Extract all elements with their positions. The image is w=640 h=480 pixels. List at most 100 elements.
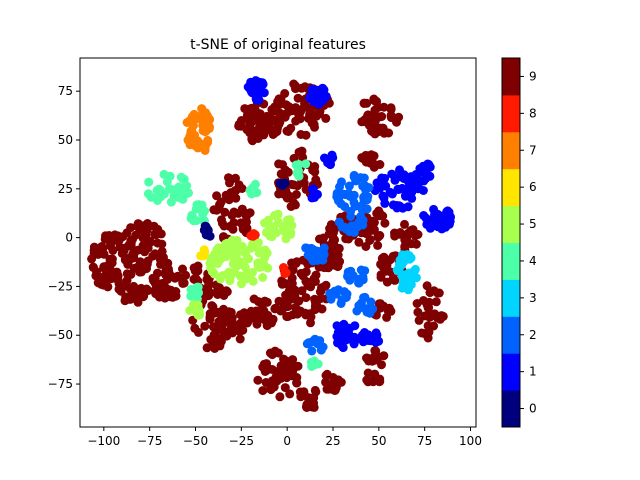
point-class-9 [192, 265, 202, 275]
point-class-9 [282, 188, 292, 198]
point-class-9 [242, 223, 252, 233]
chart-title: t-SNE of original features [190, 37, 366, 53]
point-class-9 [125, 254, 135, 264]
point-class-5 [281, 234, 291, 244]
point-class-9 [268, 315, 278, 325]
point-class-5 [232, 246, 242, 256]
point-class-9 [361, 242, 371, 251]
point-class-9 [262, 297, 272, 307]
colorbar-segment-5 [502, 205, 520, 243]
point-class-2 [356, 265, 366, 275]
point-class-9 [371, 346, 381, 356]
point-class-9 [142, 259, 152, 269]
y-tick-label: 50 [58, 133, 73, 147]
point-class-7 [185, 132, 195, 142]
point-class-9 [424, 309, 434, 319]
point-class-2 [337, 222, 347, 232]
point-class-9 [128, 235, 137, 244]
point-class-9 [194, 327, 203, 337]
point-class-4 [143, 189, 153, 199]
point-class-4 [144, 177, 154, 187]
point-class-9 [374, 206, 384, 216]
colorbar-segment-7 [502, 131, 520, 170]
point-class-9 [253, 375, 263, 385]
point-class-2 [349, 190, 359, 200]
point-class-5 [232, 256, 242, 266]
cluster-class-9 [116, 281, 153, 307]
point-class-9 [229, 321, 239, 331]
cluster-class-2 [302, 334, 328, 356]
point-class-1 [309, 188, 319, 198]
cluster-class-7 [182, 104, 215, 155]
point-class-5 [264, 225, 274, 235]
point-class-2 [319, 243, 329, 253]
cluster-class-3 [392, 250, 421, 295]
point-class-5 [252, 239, 262, 249]
point-class-1 [425, 223, 435, 233]
point-class-9 [406, 226, 416, 235]
point-class-9 [394, 112, 404, 122]
point-class-9 [250, 104, 260, 114]
point-class-9 [431, 297, 441, 307]
point-class-4 [307, 362, 317, 371]
y-tick-label: −25 [48, 279, 73, 293]
point-class-9 [265, 114, 275, 124]
point-class-9 [434, 288, 444, 298]
colorbar-tick-label: 8 [529, 106, 537, 120]
point-class-2 [356, 212, 366, 221]
point-class-4 [186, 291, 196, 301]
cluster-class-1 [419, 204, 455, 234]
cluster-class-0 [275, 178, 290, 190]
point-class-5 [278, 221, 288, 231]
point-class-9 [161, 266, 171, 276]
point-class-1 [418, 186, 428, 195]
point-class-5 [235, 271, 245, 281]
point-class-2 [308, 256, 318, 266]
cluster-class-2 [301, 243, 329, 266]
cluster-class-0 [199, 221, 215, 241]
point-class-9 [310, 122, 319, 132]
point-class-7 [195, 140, 205, 150]
point-class-9 [108, 235, 118, 245]
point-class-1 [433, 222, 443, 232]
point-class-2 [347, 221, 357, 231]
point-class-3 [394, 266, 404, 276]
point-class-9 [302, 403, 312, 412]
point-class-4 [162, 177, 172, 187]
point-class-1 [394, 185, 404, 194]
point-class-9 [162, 274, 172, 284]
colorbar-segment-8 [502, 94, 520, 133]
point-class-5 [237, 279, 246, 289]
point-class-9 [166, 287, 176, 297]
point-class-2 [342, 289, 352, 299]
point-class-9 [291, 259, 301, 268]
point-class-9 [362, 353, 371, 363]
point-class-9 [237, 184, 247, 193]
cluster-class-2 [343, 265, 370, 288]
point-class-9 [291, 116, 301, 126]
point-class-9 [215, 341, 225, 351]
colorbar-tick-label: 4 [529, 254, 537, 268]
cluster-class-9 [253, 346, 303, 402]
point-class-9 [365, 121, 374, 130]
point-class-4 [187, 210, 197, 220]
point-class-2 [309, 336, 318, 346]
point-class-2 [359, 192, 369, 202]
point-class-8 [279, 263, 288, 272]
point-class-9 [213, 290, 223, 299]
point-class-2 [337, 177, 346, 187]
point-class-1 [423, 170, 433, 180]
point-class-9 [205, 314, 215, 324]
point-class-1 [341, 322, 351, 332]
cluster-class-9 [295, 385, 321, 412]
point-class-9 [242, 125, 252, 135]
point-class-9 [96, 279, 106, 289]
point-class-9 [306, 318, 315, 328]
point-class-9 [178, 277, 188, 287]
point-class-9 [230, 186, 240, 195]
point-class-4 [178, 174, 188, 184]
point-class-9 [143, 219, 152, 228]
cluster-class-9 [412, 281, 448, 343]
point-class-9 [300, 308, 310, 318]
point-class-9 [89, 248, 99, 258]
